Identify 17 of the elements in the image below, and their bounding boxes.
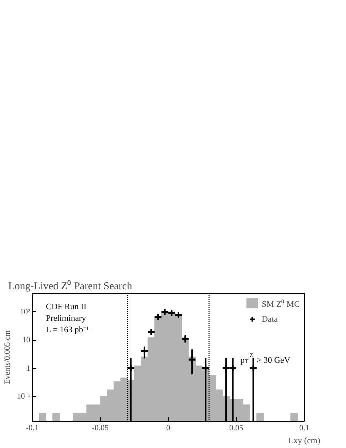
x-tick-label: -0.05: [92, 424, 109, 432]
y-tick-label: 1: [26, 364, 30, 373]
x-tick-label: 0.1: [300, 424, 310, 432]
annotation: CDF Run II: [46, 301, 87, 312]
x-tick-label: -0.1: [26, 424, 39, 432]
y-tick-label: 10: [22, 336, 30, 345]
chart-title: Long-Lived Z⁰ Parent Search: [8, 280, 134, 292]
legend-label: Data: [262, 314, 280, 324]
legend-label: SM Z⁰ MC: [262, 298, 300, 308]
x-tick-label: 0.05: [230, 424, 244, 432]
annotation: L = 163 pb⁻¹: [46, 324, 90, 334]
x-axis-title: Lxy (cm): [288, 436, 321, 446]
x-tick-label: 0: [166, 424, 170, 432]
annotation: Preliminary: [46, 312, 87, 323]
y-axis-title: Events/0.005 cm: [3, 330, 12, 384]
y-tick-label: 10⁻¹: [17, 392, 32, 402]
y-tick-label: 10²: [20, 307, 32, 316]
